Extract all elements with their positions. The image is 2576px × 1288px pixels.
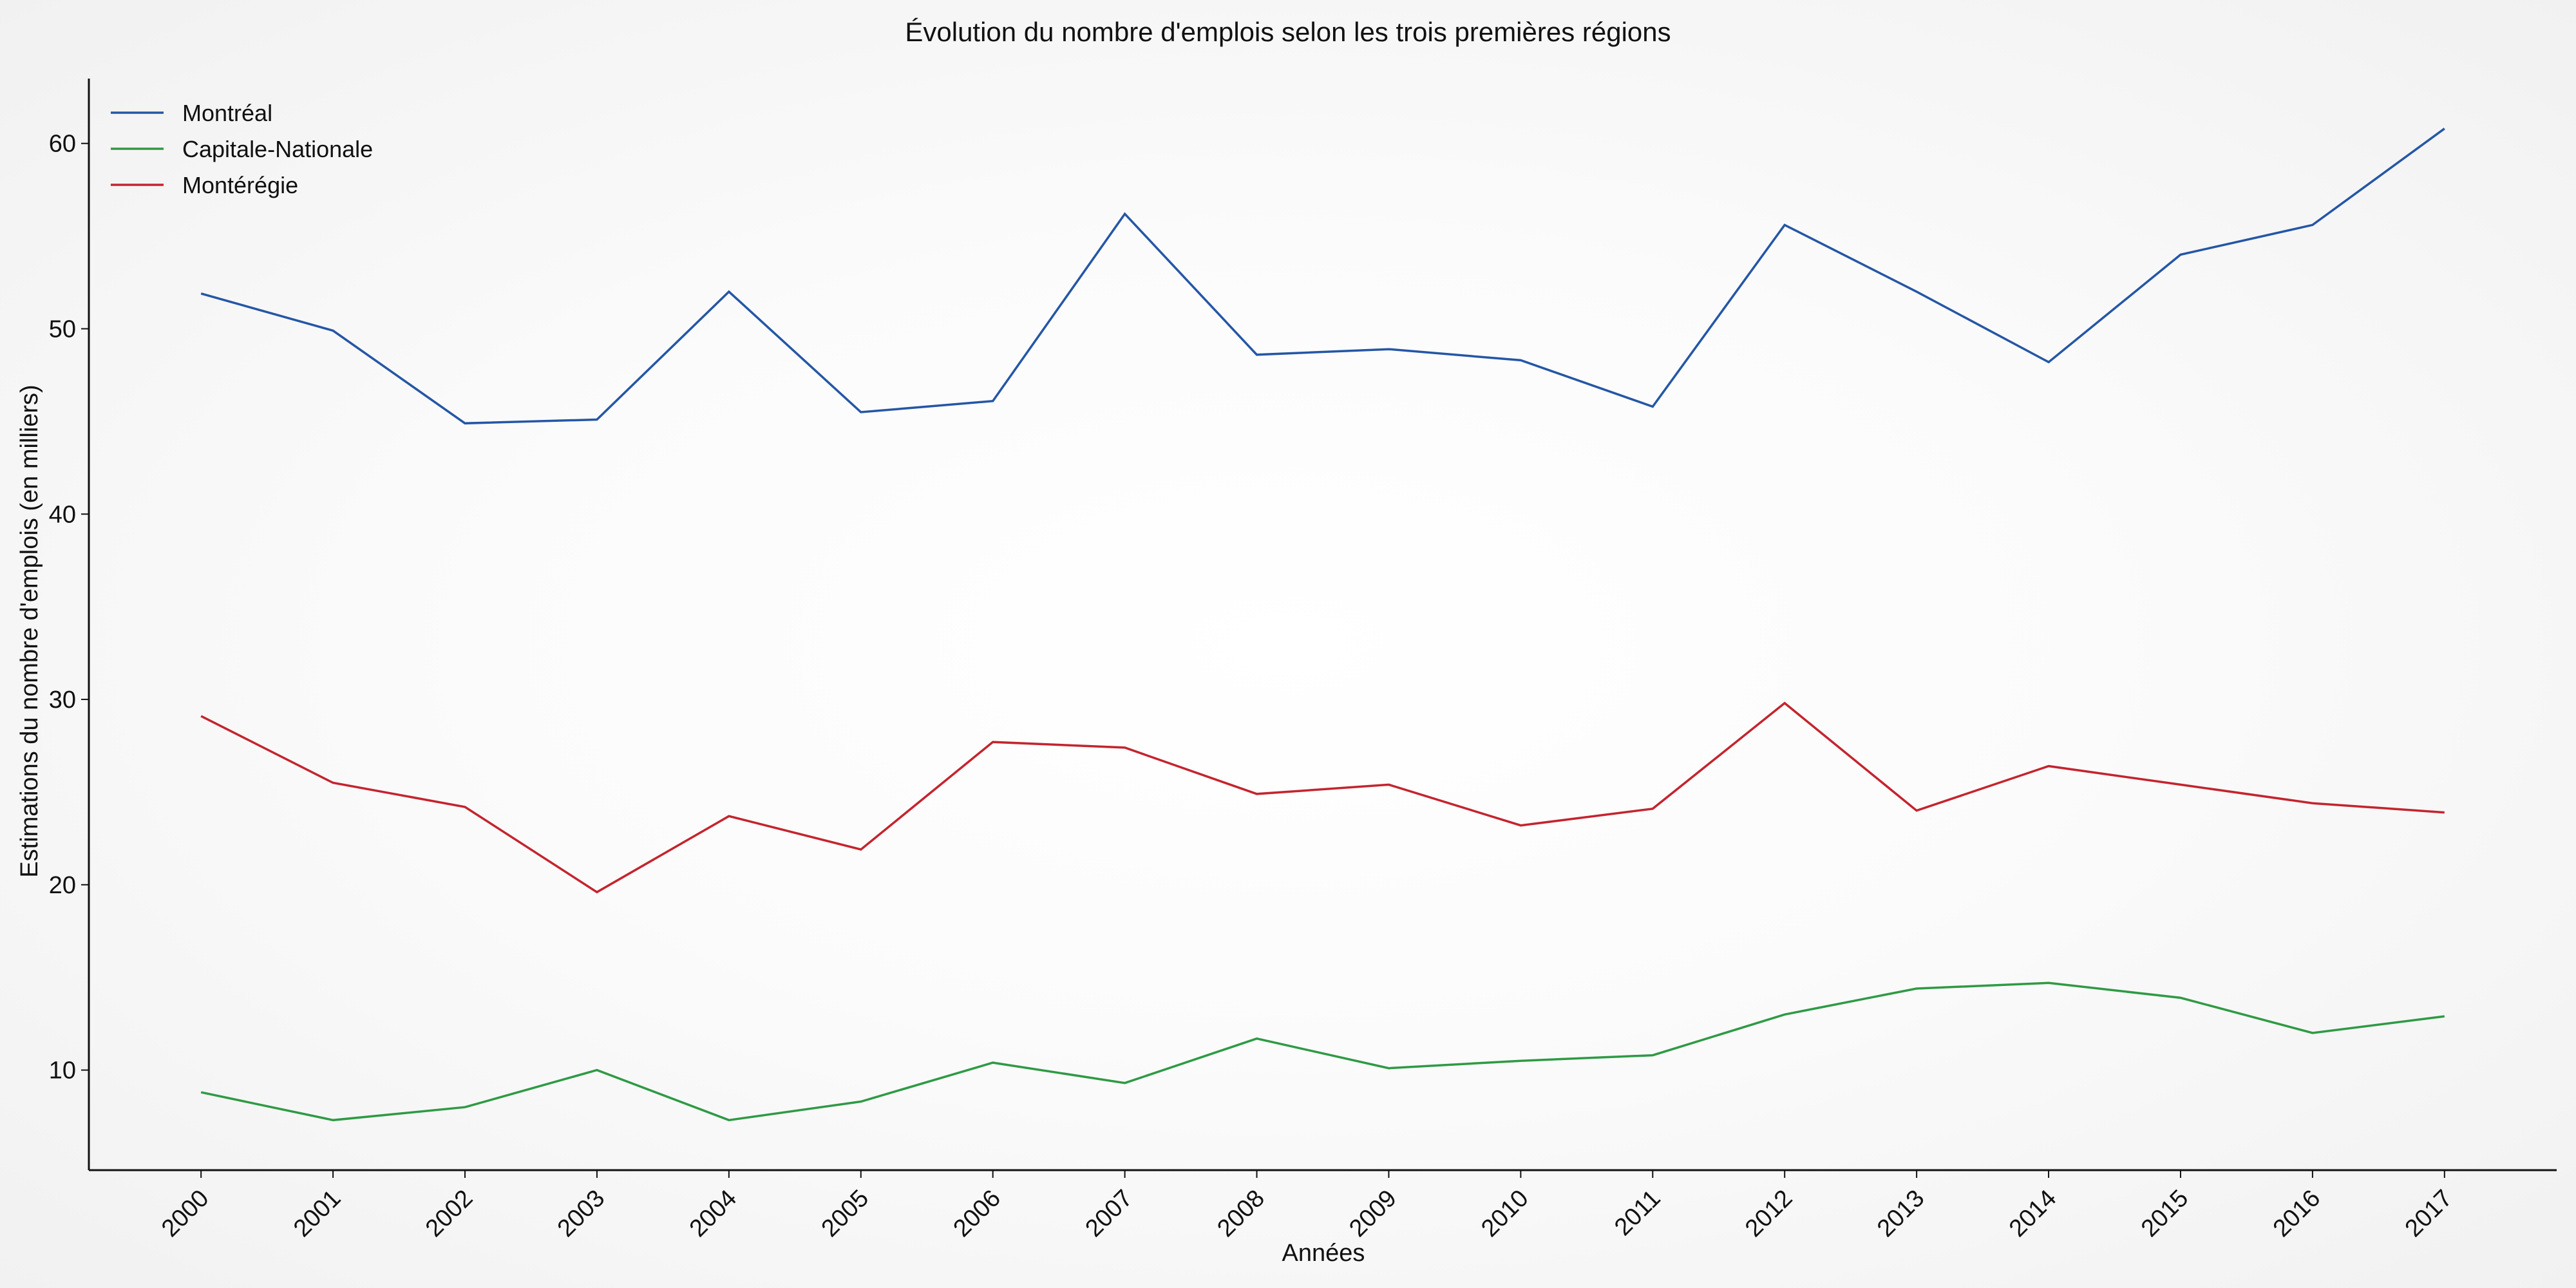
x-tick-label: 2013 <box>1872 1185 1929 1242</box>
legend-label: Montréal <box>182 100 272 126</box>
y-tick-label: 40 <box>49 501 76 528</box>
legend: Montréal Capitale-Nationale Montérégie <box>111 100 373 198</box>
series-line-monteregie <box>200 701 2445 894</box>
x-axis-ticks: 2000 2001 2002 2003 2004 2005 2006 2007 2008 2009… <box>156 1170 2458 1242</box>
legend-label: Capitale-Nationale <box>182 136 373 162</box>
x-tick-label: 2017 <box>2400 1185 2458 1242</box>
x-tick-label: 2012 <box>1740 1185 1797 1242</box>
series-line-capitale-nationale <box>200 981 2445 1122</box>
y-tick-label: 20 <box>49 872 76 899</box>
x-tick-label: 2016 <box>2268 1185 2325 1242</box>
x-tick-label: 2006 <box>949 1185 1006 1242</box>
x-tick-label: 2009 <box>1344 1185 1401 1242</box>
y-axis-label: Estimations du nombre d'emplois (en mill… <box>16 384 43 877</box>
x-tick-label: 2002 <box>421 1185 478 1242</box>
y-tick-label: 50 <box>49 316 76 343</box>
y-tick-label: 30 <box>49 687 76 714</box>
legend-label: Montérégie <box>182 172 298 198</box>
y-axis-ticks: 10 20 30 40 50 60 <box>49 131 89 1084</box>
x-tick-label: 2005 <box>817 1185 874 1242</box>
y-tick-label: 10 <box>49 1057 76 1084</box>
series-line-montreal <box>200 128 2445 425</box>
y-tick-label: 60 <box>49 131 76 158</box>
x-tick-label: 2015 <box>2136 1185 2193 1242</box>
x-tick-label: 2000 <box>156 1185 214 1242</box>
series-lines <box>200 128 2445 1122</box>
x-tick-label: 2014 <box>2004 1185 2061 1242</box>
x-tick-label: 2011 <box>1609 1185 1665 1241</box>
x-tick-label: 2003 <box>553 1185 610 1242</box>
chart-title: Évolution du nombre d'emplois selon les … <box>905 17 1671 47</box>
axes <box>88 79 2557 1171</box>
x-tick-label: 2008 <box>1212 1185 1269 1242</box>
x-tick-label: 2001 <box>289 1185 346 1242</box>
x-tick-label: 2004 <box>685 1185 742 1242</box>
x-tick-label: 2010 <box>1476 1185 1533 1242</box>
x-tick-label: 2007 <box>1081 1185 1138 1242</box>
x-axis-label: Années <box>1282 1240 1365 1267</box>
